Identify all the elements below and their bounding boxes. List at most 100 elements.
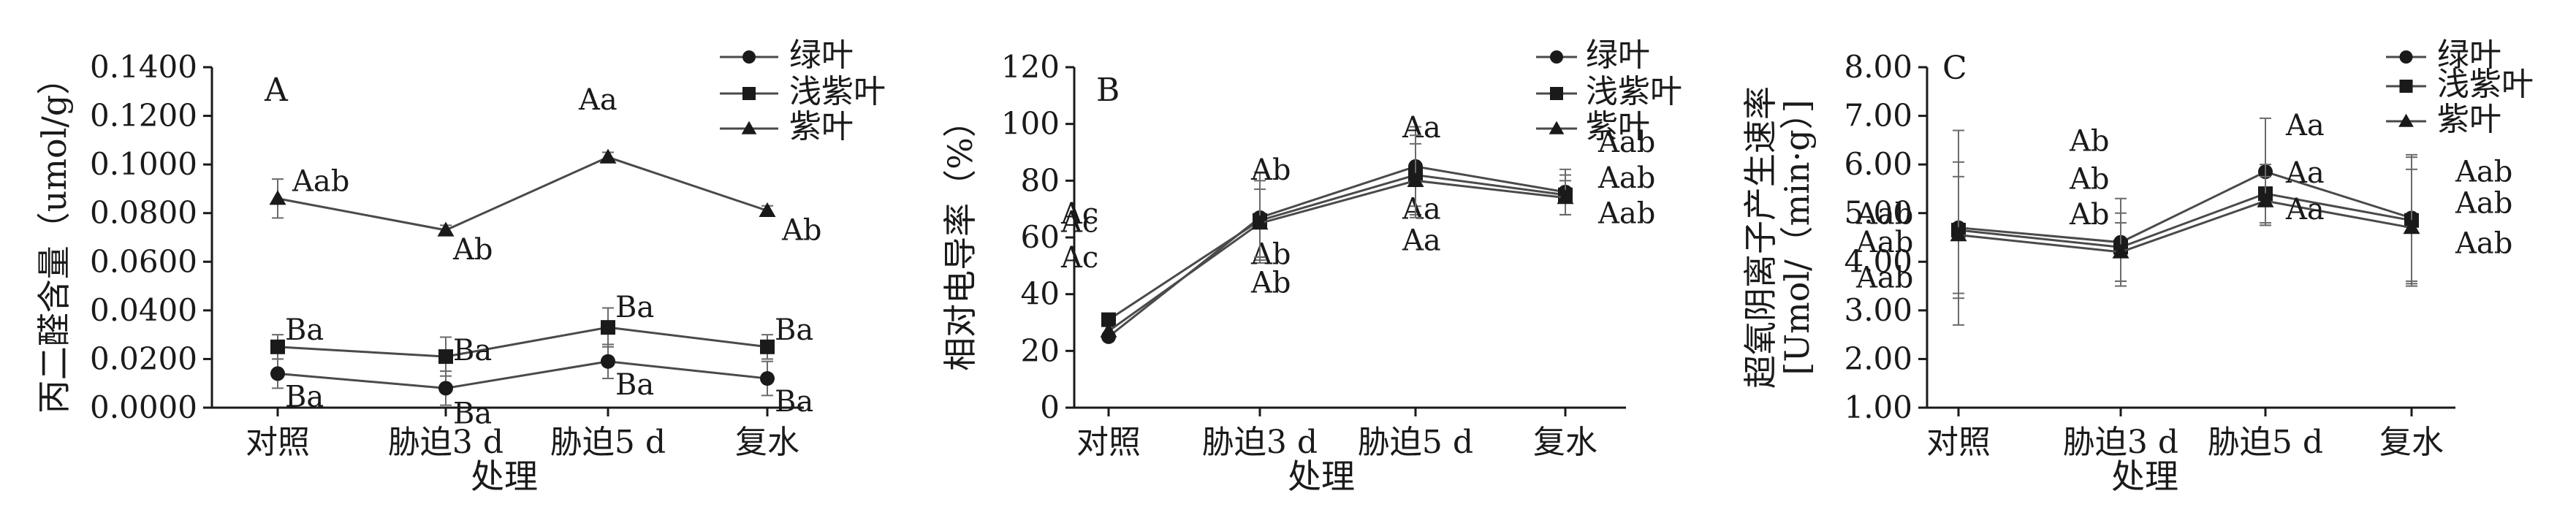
significance-label: Ba: [453, 334, 492, 367]
series-line: [1108, 165, 1566, 338]
series-line: [277, 326, 768, 358]
y-tick-label: 2.00: [1844, 340, 1912, 376]
legend-marker: [742, 50, 756, 64]
series-3: Aab Ab Aa Ab: [269, 83, 822, 267]
significance-label: Aa: [1402, 111, 1441, 145]
y-axis-label-line1: 超氧阴离子产生速率: [1741, 86, 1780, 389]
significance-label: Aab: [2455, 155, 2512, 188]
data-point: [1101, 312, 1116, 327]
significance-label: Ba: [615, 291, 654, 324]
y-tick-label: 0: [1040, 389, 1060, 425]
data-point: [601, 354, 615, 369]
y-tick-label: 0.0200: [90, 340, 197, 376]
series-3: Aab Ab Aa Aab: [1855, 168, 2512, 295]
x-tick-label: 胁迫5 d: [550, 424, 666, 461]
panel-letter: A: [264, 72, 289, 109]
data-point: [759, 202, 776, 218]
significance-label: Ba: [285, 313, 324, 347]
legend-label: 绿叶: [2437, 37, 2501, 74]
data-point: [1251, 215, 1269, 230]
data-point: [601, 320, 615, 335]
legend-label: 浅紫叶: [789, 73, 886, 110]
y-tick-label: 60: [1021, 219, 1060, 255]
significance-label: Aab: [1597, 126, 1655, 159]
significance-label: Ba: [453, 397, 492, 430]
significance-label: Aa: [578, 83, 618, 117]
data-point: [270, 339, 285, 354]
series-line: [277, 156, 768, 232]
legend-marker: [1549, 121, 1565, 134]
significance-label: Aab: [2455, 227, 2512, 261]
series-line: [1958, 170, 2412, 244]
legend-marker: [741, 121, 757, 134]
data-point: [760, 371, 775, 386]
y-tick-label: 7.00: [1844, 98, 1912, 134]
significance-label: Aab: [2455, 187, 2512, 221]
data-point: [1407, 172, 1424, 187]
x-axis-label: 处理: [1288, 457, 1355, 496]
panel-letter: B: [1096, 72, 1120, 109]
significance-label: Ab: [452, 233, 493, 267]
y-tick-label: 8.00: [1844, 49, 1912, 85]
legend-label: 绿叶: [1586, 37, 1650, 74]
y-axis-label: 相对电导率（%）: [941, 104, 980, 371]
y-tick-label: 20: [1021, 332, 1060, 368]
panel-c: 1.00 2.00 3.00 4.00 5.00 6.00 7.00 8.00 对照 胁迫3 d 胁…: [1741, 37, 2534, 496]
y-tick-label: 0.0000: [90, 389, 197, 425]
significance-label: Ac: [1060, 241, 1098, 275]
y-tick-label: 0.0600: [90, 243, 197, 279]
series-line: [277, 360, 768, 389]
y-tick-label: 40: [1021, 276, 1060, 312]
y-axis-label-line2: [Umol/（min·g）]: [1777, 99, 1817, 375]
data-point: [269, 190, 286, 205]
legend-label: 绿叶: [789, 37, 854, 74]
significance-label: Ab: [1250, 153, 1291, 187]
legend-marker: [2399, 50, 2413, 64]
significance-label: Aab: [1855, 226, 1913, 259]
significance-label: Aa: [2285, 109, 2325, 142]
y-tick-label: 4.00: [1844, 243, 1912, 279]
significance-label: Ba: [285, 380, 324, 413]
x-tick-label: 胁迫3 d: [388, 424, 504, 461]
legend-marker: [2398, 113, 2414, 127]
x-tick-label: 复水: [735, 424, 799, 461]
legend-marker: [1550, 87, 1563, 100]
data-point: [1100, 322, 1117, 338]
significance-label: Aab: [1597, 197, 1655, 231]
significance-label: Aab: [1855, 198, 1913, 232]
data-point: [1557, 189, 1574, 205]
series-line: [1958, 199, 2412, 254]
significance-label: Ac: [1060, 197, 1098, 231]
x-tick-label: 胁迫5 d: [2208, 424, 2323, 461]
significance-label: Ab: [2069, 125, 2110, 159]
x-tick-label: 胁迫5 d: [1358, 424, 1473, 461]
x-tick-label: 复水: [1533, 424, 1597, 461]
legend-marker: [1550, 50, 1563, 64]
x-axis-label: 处理: [2111, 457, 2178, 496]
significance-label: Ab: [2069, 198, 2110, 232]
data-point: [437, 221, 455, 237]
x-tick-label: 对照: [1926, 424, 1991, 461]
y-tick-label: 3.00: [1844, 292, 1912, 328]
significance-label: Aab: [1597, 161, 1655, 195]
significance-label: Ac: [1060, 206, 1098, 240]
significance-label: Aa: [2285, 156, 2325, 190]
y-tick-label: 6.00: [1844, 146, 1912, 182]
significance-label: Aa: [2285, 193, 2325, 226]
data-point: [760, 339, 775, 354]
y-tick-label: 0.1200: [90, 98, 197, 134]
significance-label: Aab: [292, 165, 349, 199]
significance-label: Ab: [1250, 267, 1291, 300]
series-line: [1108, 179, 1566, 332]
significance-label: Ab: [1250, 238, 1291, 272]
significance-label: Ab: [2069, 162, 2110, 196]
legend-marker: [2399, 80, 2413, 93]
y-axis-label: 丙二醛含量（umol/g）: [34, 61, 74, 414]
y-tick-label: 5.00: [1844, 195, 1912, 231]
y-tick-label: 0.0800: [90, 195, 197, 231]
